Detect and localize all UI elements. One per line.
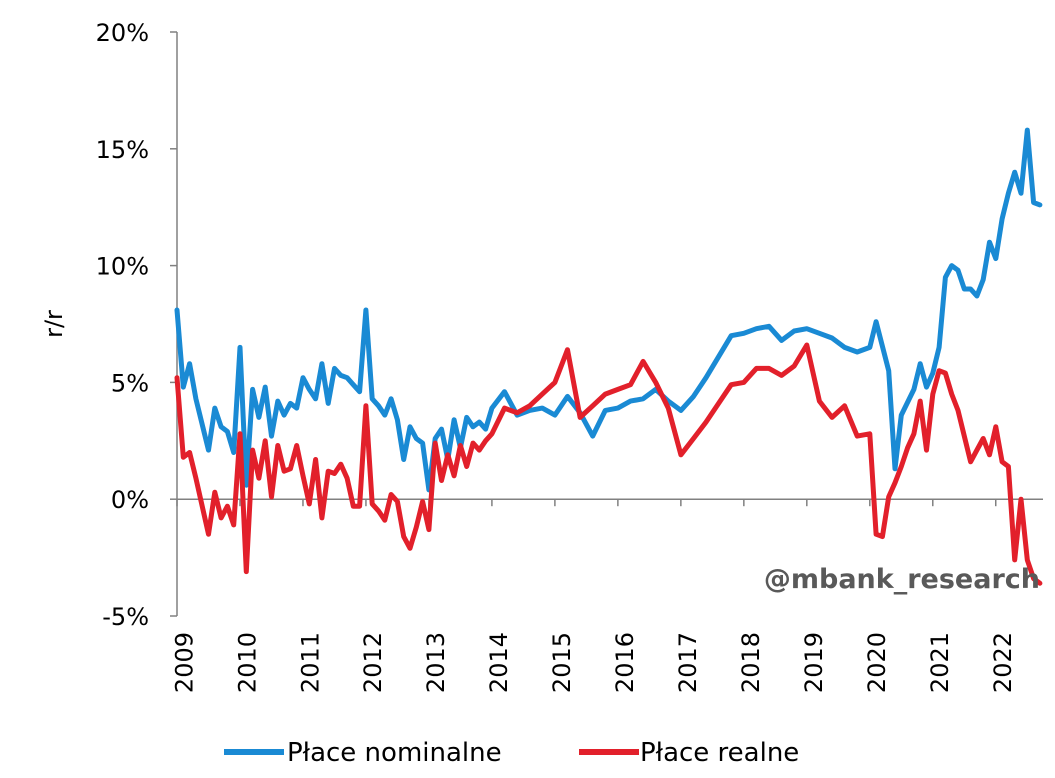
series-lines xyxy=(174,127,1043,586)
watermark-text: @mbank_research xyxy=(764,564,1040,595)
y-tick-label: 10% xyxy=(96,253,149,281)
series-line-nominal xyxy=(174,127,1043,493)
x-tick-label: 2010 xyxy=(233,632,261,693)
x-tick-label: 2011 xyxy=(296,632,324,693)
x-tick-label: 2009 xyxy=(170,632,198,693)
x-tick-label: 2021 xyxy=(926,632,954,693)
x-tick-label: 2013 xyxy=(422,632,450,693)
x-tick-label: 2020 xyxy=(863,632,891,693)
x-tick-label: 2012 xyxy=(359,632,387,693)
x-tick-label: 2016 xyxy=(611,632,639,693)
x-tick-label: 2018 xyxy=(737,632,765,693)
y-tick-label: 5% xyxy=(111,369,149,397)
x-tick-label: 2014 xyxy=(485,632,513,693)
x-tick-label: 2017 xyxy=(674,632,702,693)
x-tick-label: 2019 xyxy=(800,632,828,693)
y-tick-label: 15% xyxy=(96,136,149,164)
x-ticks: 2009 2010 2011 2012 2013 2014 2015 2016 2017 2018… xyxy=(170,499,1017,693)
y-ticks: -5% 0% 5% 10% 15% 20% xyxy=(96,19,177,631)
axes xyxy=(176,32,1043,616)
legend: Płace nominalne Płace realne xyxy=(224,738,799,768)
y-tick-label: 20% xyxy=(96,19,149,47)
y-tick-label: 0% xyxy=(111,486,149,514)
y-tick-label: -5% xyxy=(102,603,149,631)
legend-label: Płace realne xyxy=(640,738,799,768)
x-tick-label: 2022 xyxy=(989,632,1017,693)
y-axis-label: r/r xyxy=(40,310,68,338)
series-line-real xyxy=(174,342,1043,586)
legend-label: Płace nominalne xyxy=(287,738,502,768)
x-tick-label: 2015 xyxy=(548,632,576,693)
